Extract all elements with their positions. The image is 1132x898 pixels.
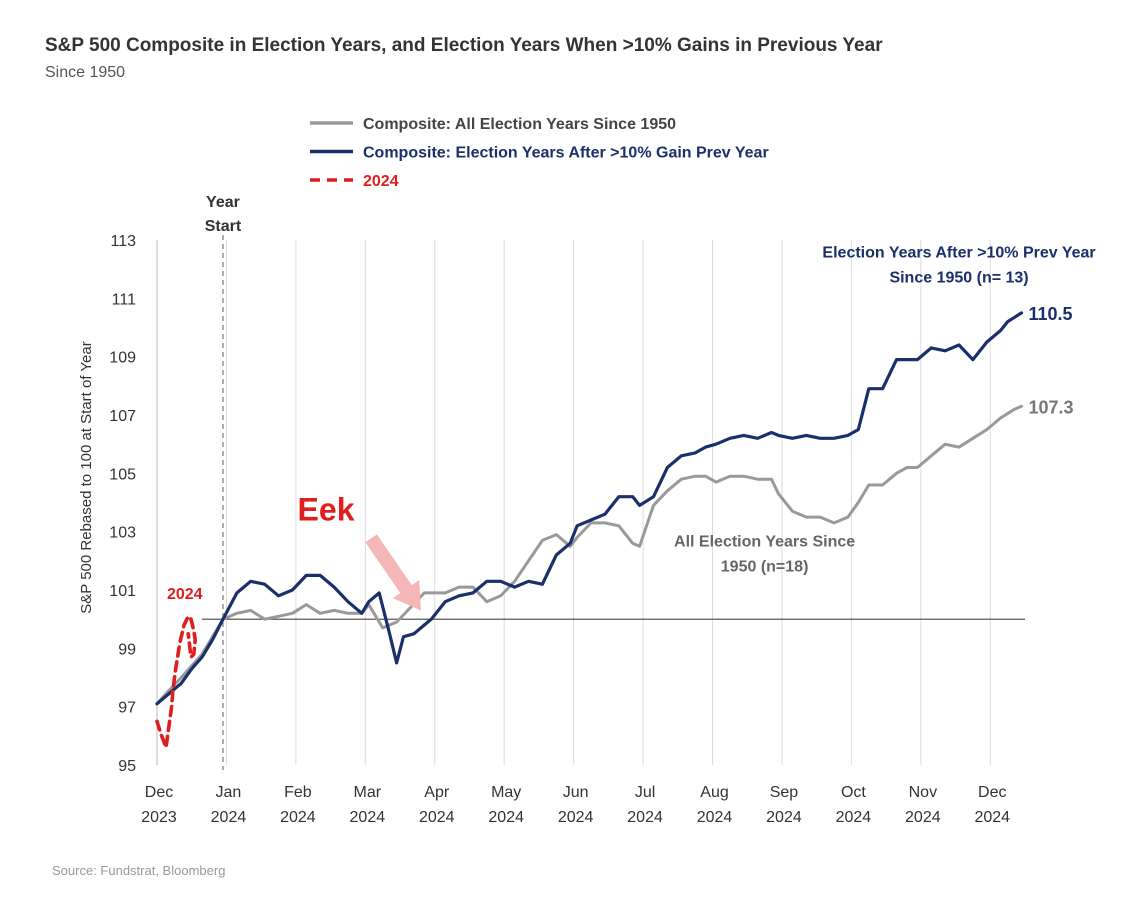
x-tick-label-month: Dec [145, 784, 173, 801]
legend: Composite: All Election Years Since 1950… [310, 116, 769, 190]
x-tick-label-year: 2024 [419, 809, 455, 826]
y-tick-label: 107 [109, 408, 136, 425]
x-tick-label-month: Nov [909, 784, 937, 801]
x-tick-label-month: Jun [563, 784, 589, 801]
year-start-label: Start [205, 218, 242, 235]
series-line-0 [155, 404, 1023, 706]
y-tick-label: 105 [109, 466, 136, 483]
x-tick-label-year: 2024 [280, 809, 316, 826]
source-note: Source: Fundstrat, Bloomberg [52, 863, 225, 878]
y-tick-label: 97 [118, 700, 136, 717]
annotation-allyears: 1950 (n=18) [721, 558, 809, 575]
x-tick-label-month: Dec [978, 784, 1006, 801]
x-tick-label-month: Apr [424, 784, 450, 801]
y-tick-label: 95 [118, 758, 136, 775]
x-tick-label-year: 2024 [905, 809, 941, 826]
x-tick-label-year: 2024 [558, 809, 594, 826]
x-tick-label-year: 2024 [627, 809, 663, 826]
x-tick-label-month: Mar [354, 784, 382, 801]
y-tick-label: 103 [109, 525, 136, 542]
annotations: 110.5 107.3 Election Years After >10% Prev… [167, 245, 1096, 611]
x-tick-label-month: Aug [700, 784, 728, 801]
chart-subtitle: Since 1950 [45, 64, 125, 81]
x-tick-label-year: 2024 [350, 809, 386, 826]
grid [225, 240, 991, 765]
series [155, 311, 1024, 750]
x-tick-label-year: 2023 [141, 809, 177, 826]
annotation-after10: Election Years After >10% Prev Year [822, 245, 1095, 262]
year-start-label: Year [206, 194, 240, 211]
axes: 95 97 99 101 103 105 107 109 111 113 Dec 2023 Jan 202… [78, 194, 1025, 826]
annotation-after10: Since 1950 (n= 13) [889, 270, 1028, 287]
eek-arrow [365, 534, 421, 611]
series-line-2 [155, 614, 197, 750]
y-tick-label: 111 [112, 291, 136, 308]
y-axis-label: S&P 500 Rebased to 100 at Start of Year [78, 341, 95, 613]
y-tick-label: 109 [109, 350, 136, 367]
eek-annotation: Eek [298, 491, 355, 527]
x-tick-label-month: Feb [284, 784, 312, 801]
x-tick-label-month: Oct [841, 784, 866, 801]
x-tick-label-month: May [491, 784, 521, 801]
x-tick-label-month: Sep [770, 784, 799, 801]
chart-title: S&P 500 Composite in Election Years, and… [45, 35, 883, 56]
x-tick-label-year: 2024 [488, 809, 524, 826]
x-tick-label-month: Jan [216, 784, 242, 801]
annotation-label2024: 2024 [167, 586, 203, 603]
series-line-1 [155, 311, 1024, 706]
annotation-allyears: All Election Years Since [674, 533, 855, 550]
x-tick-label-year: 2024 [211, 809, 247, 826]
x-tick-label-month: Jul [635, 784, 655, 801]
legend-label-1: Composite: Election Years After >10% Gai… [363, 145, 769, 162]
legend-label-0: Composite: All Election Years Since 1950 [363, 116, 676, 133]
x-tick-label-year: 2024 [766, 809, 802, 826]
legend-label-2: 2024 [363, 173, 399, 190]
y-tick-label: 113 [110, 233, 136, 250]
x-tick-label-year: 2024 [836, 809, 872, 826]
y-tick-label: 101 [109, 583, 136, 600]
x-tick-label-year: 2024 [697, 809, 733, 826]
x-tick-label-year: 2024 [974, 809, 1010, 826]
end-value-label: 107.3 [1029, 397, 1074, 417]
end-value-label: 110.5 [1029, 304, 1073, 324]
y-tick-label: 99 [118, 641, 136, 658]
